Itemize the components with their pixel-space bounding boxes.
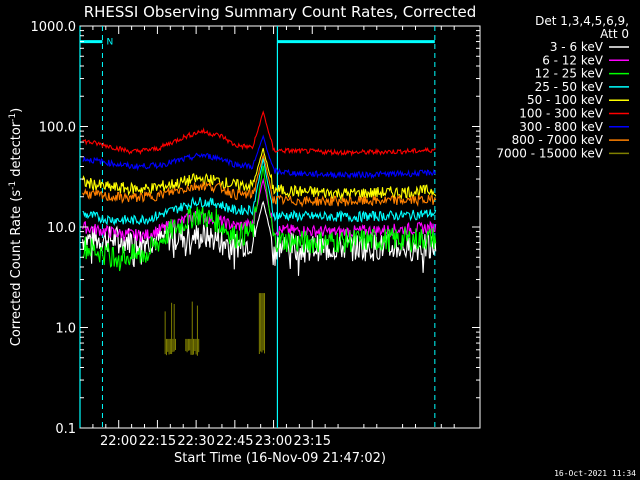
x-tick-label: 22:00 [100, 434, 137, 449]
y-tick-label: 1.0 [55, 322, 76, 337]
x-tick-label: 22:45 [216, 434, 253, 449]
series-line [82, 165, 437, 272]
series-line [82, 200, 437, 276]
legend-title: Det 1,3,4,5,6,9, [535, 14, 629, 28]
series-line [82, 148, 437, 202]
footer-timestamp: 16-Oct-2021 11:34 [554, 469, 636, 478]
series-line [82, 153, 437, 208]
y-tick-label: 0.1 [55, 422, 76, 437]
x-tick-label: 22:30 [177, 434, 214, 449]
x-tick-label: 23:15 [294, 434, 331, 449]
series-line [82, 110, 436, 157]
legend-entry-label: 12 - 25 keV [535, 67, 604, 81]
legend-entry-label: 6 - 12 keV [542, 53, 604, 67]
legend-entry-label: 3 - 6 keV [550, 40, 604, 54]
legend-entry-label: 300 - 800 keV [519, 120, 603, 134]
legend-entry-label: 50 - 100 keV [527, 93, 604, 107]
y-tick-label: 10.0 [47, 221, 76, 236]
series-line [82, 134, 437, 180]
legend-entry-label: 800 - 7000 keV [512, 133, 604, 147]
night-marker-label: N [106, 38, 113, 48]
y-tick-label: 1000.0 [31, 20, 77, 35]
axes: 1000.0 100.0 10.0 1.0 0.1 22:00 22:15 22:30 22:4… [8, 20, 481, 466]
y-axis-label: Corrected Count Rate (s-1 detector-1) [8, 108, 24, 346]
legend-title: Att 0 [600, 27, 629, 41]
legend-entry-label: 100 - 300 keV [519, 107, 603, 121]
x-tick-label: 23:00 [255, 434, 292, 449]
legend-entry-label: 25 - 50 keV [535, 80, 604, 94]
orbit-markers: N [79, 26, 436, 428]
chart-title: RHESSI Observing Summary Count Rates, Co… [84, 3, 477, 21]
series-line [82, 177, 437, 243]
x-axis-label: Start Time (16-Nov-09 21:47:02) [174, 451, 386, 466]
series-line [82, 157, 437, 227]
x-tick-label: 22:15 [139, 434, 176, 449]
y-tick-label: 100.0 [39, 121, 76, 136]
series-lines [82, 110, 437, 356]
legend-entry-label: 7000 - 15000 keV [496, 146, 603, 160]
